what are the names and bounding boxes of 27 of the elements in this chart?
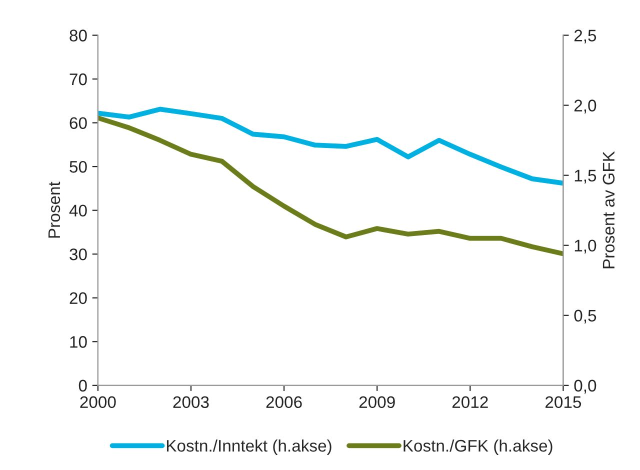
y2-tick-label: 2,0 [574, 100, 596, 114]
x-tick-label: 2015 [546, 396, 582, 408]
y-tick-label: 10 [70, 336, 87, 348]
y-tick-label: 80 [70, 30, 87, 42]
x-tick-label: 2003 [173, 396, 209, 408]
y2-tick-label: 1,0 [574, 240, 596, 254]
y-tick-label: 20 [70, 292, 87, 304]
x-tick-label: 2009 [359, 396, 395, 408]
y-tick-label: 50 [70, 160, 87, 173]
y-tick-label: 30 [70, 248, 87, 260]
y-tick-label: 70 [70, 73, 87, 86]
line-series [98, 115, 564, 256]
line-series [98, 106, 564, 186]
x-tick-label: 2006 [266, 396, 302, 408]
y2-tick-label: 0,0 [574, 380, 596, 394]
legend-label: Kostn./GFK (h.akse) [404, 439, 552, 455]
y-axis-title: Prosent [48, 182, 60, 238]
y2-tick-label: 1,5 [574, 170, 596, 184]
x-tick-label: 2000 [80, 396, 116, 408]
y-tick-label: 60 [70, 117, 87, 129]
y-tick-label: 40 [69, 204, 87, 217]
y2-tick-label: 2,5 [574, 30, 596, 44]
x-tick-label: 2012 [452, 396, 488, 408]
legend-label: Kostn./Inntekt (h.akse) [166, 439, 332, 455]
y-tick-label: 0 [78, 380, 87, 392]
y2-axis-title: Prosent av GFK [602, 151, 615, 268]
y2-tick-label: 0,5 [574, 310, 596, 324]
